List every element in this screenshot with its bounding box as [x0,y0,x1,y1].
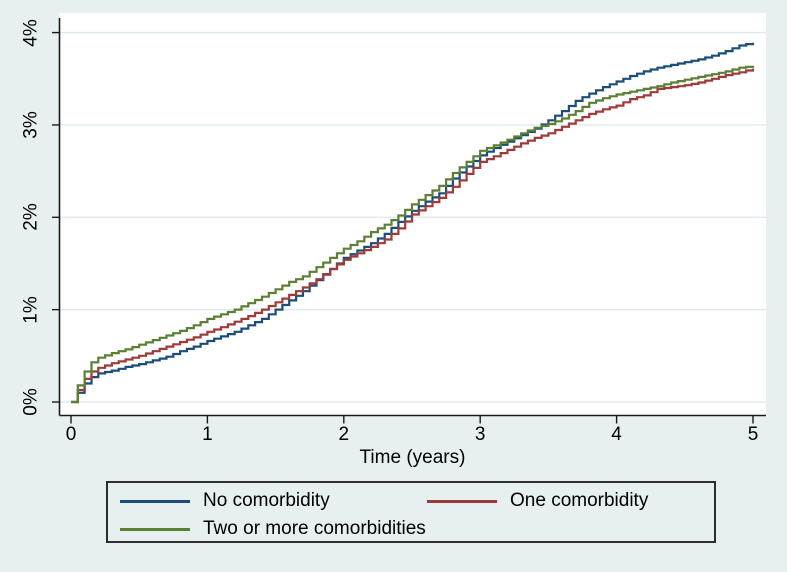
y-tick-label-2: 2% [20,203,42,232]
legend-swatch-two-or-more-comorbidities [120,527,190,531]
legend-label-two-or-more-comorbidities: Two or more comorbidities [203,518,426,539]
x-tick-label-3: 3 [474,424,486,445]
legend-label-no-comorbidity: No comorbidity [203,490,330,511]
legend-item-one-comorbidity: One comorbidity [427,490,649,511]
legend-item-no-comorbidity: No comorbidity [120,490,330,511]
legend: No comorbidity One comorbidity Two or mo… [106,481,716,543]
x-tick-label-5: 5 [747,424,759,445]
series-line-two-or-more-comorbidities [71,65,755,404]
legend-swatch-one-comorbidity [427,499,497,503]
y-tick-label-3: 3% [20,111,42,139]
x-tick-label-4: 4 [611,424,622,445]
legend-swatch-no-comorbidity [120,499,190,503]
series-line-one-comorbidity [71,68,755,404]
x-tick-label-1: 1 [202,424,213,445]
y-tick-label-1: 1% [20,295,42,324]
y-tick-label-4: 4% [20,18,42,47]
legend-label-one-comorbidity: One comorbidity [510,490,649,511]
x-tick-label-0: 0 [65,424,77,445]
x-tick-label-2: 2 [338,424,350,445]
x-axis-title: Time (years) [359,447,466,468]
y-tick-label-0: 0% [20,388,42,416]
legend-item-two-or-more-comorbidities: Two or more comorbidities [120,518,426,539]
